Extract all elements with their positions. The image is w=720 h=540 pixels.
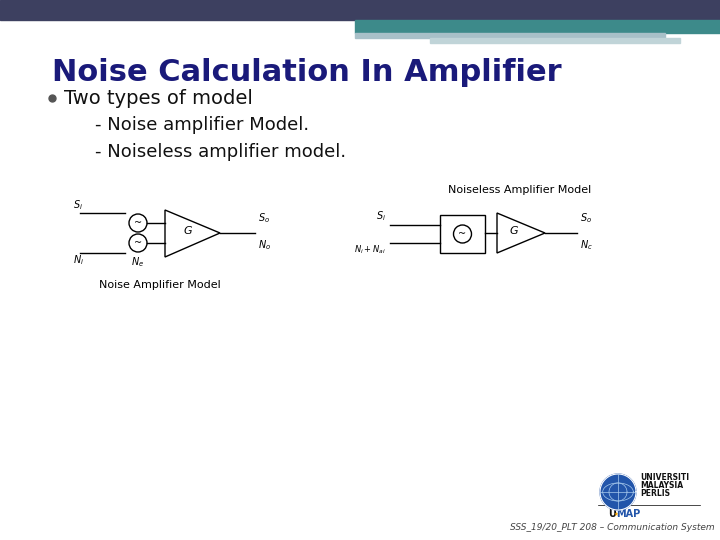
Bar	[355, 20, 720, 33]
Text: Noise Amplifier Model: Noise Amplifier Model	[99, 280, 221, 290]
Text: Noiseless Amplifier Model: Noiseless Amplifier Model	[449, 185, 592, 195]
Text: $G$: $G$	[509, 224, 519, 236]
Text: $S_o$: $S_o$	[580, 211, 592, 225]
Bar	[430, 38, 680, 43]
Text: $N_i$: $N_i$	[73, 253, 84, 267]
Text: ~: ~	[459, 229, 467, 239]
Text: $N_o$: $N_o$	[258, 238, 271, 252]
Text: UNIVERSITI: UNIVERSITI	[640, 472, 689, 482]
Text: MAP: MAP	[616, 509, 640, 519]
Text: $S_i$: $S_i$	[73, 198, 83, 212]
Text: ★: ★	[613, 511, 618, 516]
Text: U: U	[608, 509, 616, 519]
Text: MALAYSIA: MALAYSIA	[640, 481, 683, 489]
Text: $S_o$: $S_o$	[258, 211, 270, 225]
Bar	[355, 33, 665, 38]
Circle shape	[600, 474, 636, 510]
Bar	[440, 215, 485, 253]
Text: $S_i$: $S_i$	[376, 209, 386, 223]
Text: $G$: $G$	[183, 224, 193, 236]
Text: SSS_19/20_PLT 208 – Communication System: SSS_19/20_PLT 208 – Communication System	[510, 523, 715, 532]
Text: Two types of model: Two types of model	[64, 89, 253, 107]
Text: - Noise amplifier Model.: - Noise amplifier Model.	[95, 116, 309, 134]
Text: PERLIS: PERLIS	[640, 489, 670, 497]
Text: $N_c$: $N_c$	[580, 238, 593, 252]
Text: $N_i+N_{ai}$: $N_i+N_{ai}$	[354, 243, 386, 255]
Text: - Noiseless amplifier model.: - Noiseless amplifier model.	[95, 143, 346, 161]
Text: Noise Calculation In Amplifier: Noise Calculation In Amplifier	[52, 58, 562, 87]
Bar	[0, 0, 720, 20]
Text: ~: ~	[134, 218, 142, 228]
Text: $N_e$: $N_e$	[132, 255, 145, 269]
Text: ~: ~	[134, 238, 142, 248]
